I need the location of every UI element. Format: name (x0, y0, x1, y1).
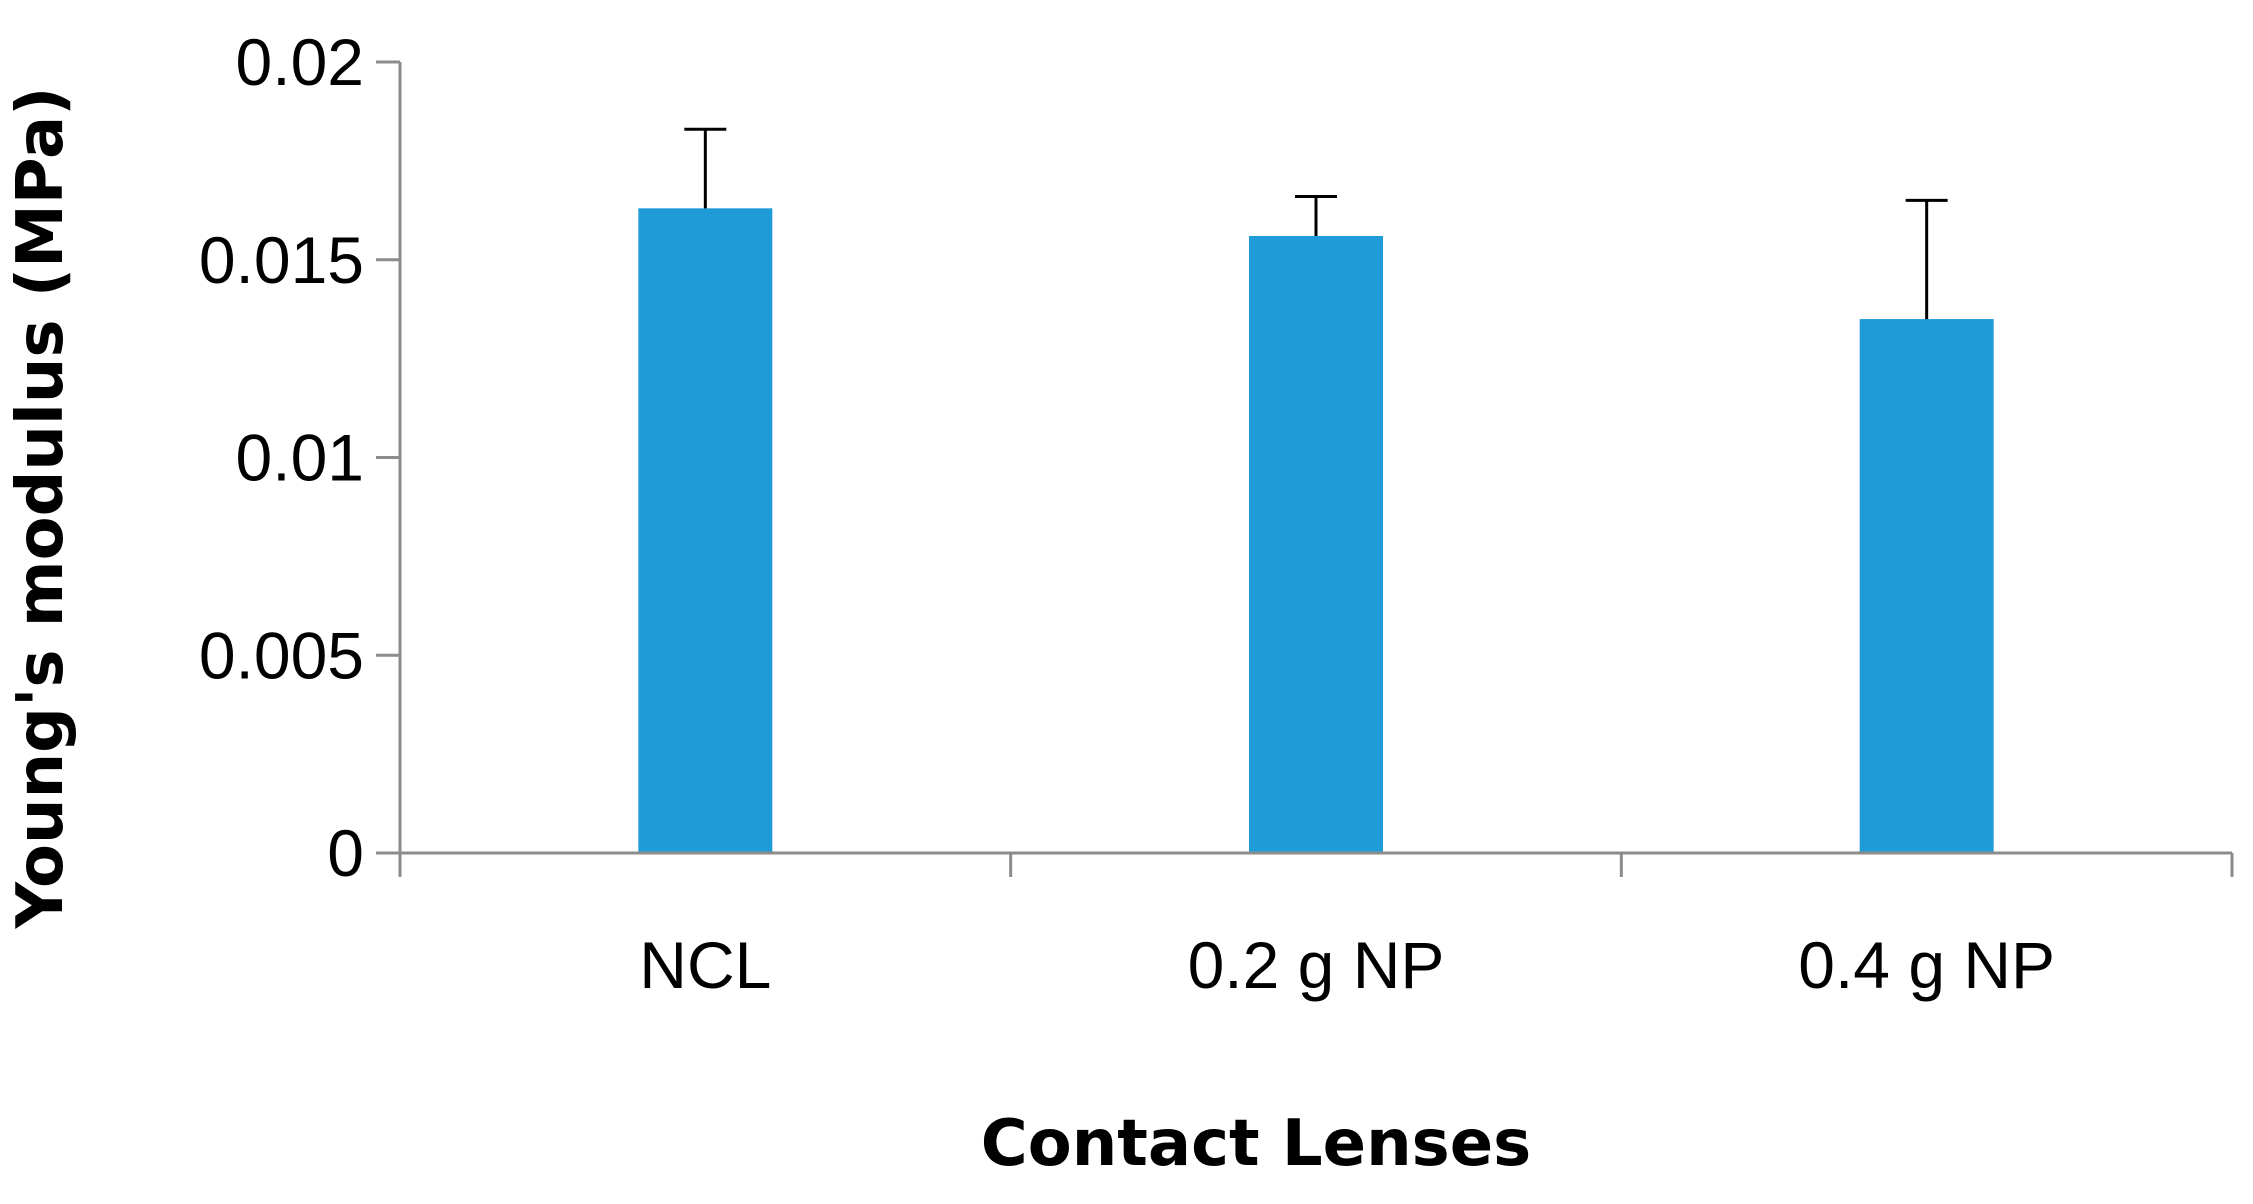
error-bars-layer (684, 127, 1948, 320)
x-tick-label: NCL (639, 928, 771, 1002)
axes-layer (376, 62, 2232, 877)
x-tick-label: 0.2 g NP (1188, 928, 1445, 1002)
y-tick-label: 0 (327, 816, 364, 890)
bars-layer (638, 208, 1994, 853)
y-tick-label: 0.01 (236, 421, 364, 495)
y-tick-label: 0.005 (199, 618, 364, 692)
y-tick-label: 0.02 (236, 25, 364, 99)
x-tick-label: 0.4 g NP (1798, 928, 2055, 1002)
y-ticks-layer: 0 0.005 0.01 0.015 0.02 (199, 25, 400, 890)
x-ticks-layer: NCL 0.2 g NP 0.4 g NP (398, 853, 2234, 1002)
y-tick-label: 0.015 (199, 223, 364, 297)
bar (1859, 319, 1994, 853)
y-axis-title: Young's modulus (MPa) (4, 87, 78, 930)
bar (1249, 236, 1383, 853)
bar (638, 208, 773, 853)
x-axis-title: Contact Lenses (981, 1107, 1531, 1181)
